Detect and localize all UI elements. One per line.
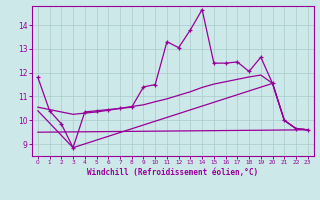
X-axis label: Windchill (Refroidissement éolien,°C): Windchill (Refroidissement éolien,°C) (87, 168, 258, 177)
